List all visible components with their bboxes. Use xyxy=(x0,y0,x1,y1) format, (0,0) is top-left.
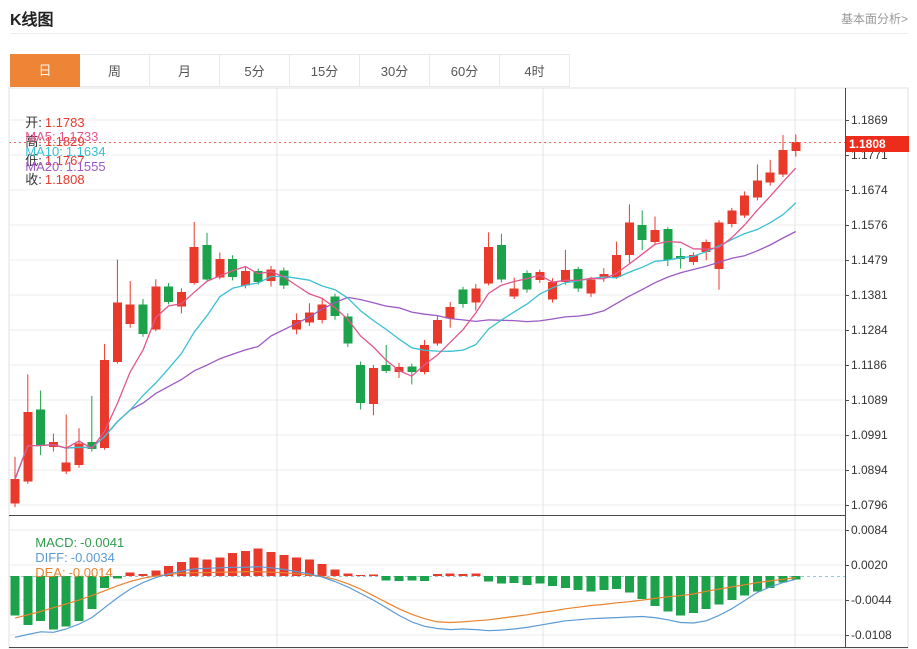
tab-日[interactable]: 日 xyxy=(10,54,80,87)
price-axis-label: 1.1381 xyxy=(851,288,888,302)
tab-60分[interactable]: 60分 xyxy=(430,54,500,87)
price-axis-label: 1.1284 xyxy=(851,323,888,337)
price-axis-label: 1.1869 xyxy=(851,113,888,127)
price-axis-label: 1.1186 xyxy=(851,358,887,372)
dea-value: -0.0014 xyxy=(68,565,113,580)
open-label: 开: xyxy=(25,115,42,130)
diff-value: -0.0034 xyxy=(70,550,115,565)
ma10-value: 1.1634 xyxy=(65,144,106,159)
ma10-label: MA10: xyxy=(25,144,63,159)
ma5-label: MA5: xyxy=(25,129,56,144)
current-price-badge: 1.1808 xyxy=(846,136,909,152)
macd-label: MACD: xyxy=(35,535,78,550)
price-axis-label: 1.1674 xyxy=(851,183,888,197)
ma-info-row: MA5: 1.1733 MA10: 1.1634 MA20: 1.1555 xyxy=(18,114,123,174)
price-axis-label: 1.0796 xyxy=(851,498,888,512)
tab-15分[interactable]: 15分 xyxy=(290,54,360,87)
interval-tabs: 日周月 5分 15分 30分 60分 4时 xyxy=(10,54,570,87)
close-label: 收: xyxy=(25,172,42,187)
ohlc-info-row: 开: 1.1783 高: 1.1829 低: 1.1767 收: 1.1808 xyxy=(18,97,102,188)
macd-value: -0.0041 xyxy=(80,535,125,550)
macd-info-row: MACD: -0.0041 DIFF: -0.0034 DEA: -0.0014 xyxy=(28,520,141,580)
tab-30分[interactable]: 30分 xyxy=(360,54,430,87)
low-label: 低: xyxy=(25,153,42,168)
ma20-label: MA20: xyxy=(25,159,63,174)
low-value: 1.1767 xyxy=(44,153,85,168)
price-axis-label: 1.0991 xyxy=(851,428,888,442)
macd-axis-label: -0.0044 xyxy=(851,593,892,607)
tab-周[interactable]: 周 xyxy=(80,54,150,87)
diff-label: DIFF: xyxy=(35,550,68,565)
price-axis-label: 1.1576 xyxy=(851,218,888,232)
price-axis-label: 1.1089 xyxy=(851,393,888,407)
close-value: 1.1808 xyxy=(44,172,85,187)
ma5-value: 1.1733 xyxy=(58,129,99,144)
ma20-value: 1.1555 xyxy=(65,159,106,174)
open-value: 1.1783 xyxy=(44,115,85,130)
fundamental-analysis-link[interactable]: 基本面分析> xyxy=(840,12,908,26)
macd-axis-label: 0.0020 xyxy=(851,558,888,572)
dea-label: DEA: xyxy=(35,565,66,580)
tab-4时[interactable]: 4时 xyxy=(500,54,570,87)
macd-axis-label: 0.0084 xyxy=(851,523,888,537)
tab-月[interactable]: 月 xyxy=(150,54,220,87)
price-axis-label: 1.1479 xyxy=(851,253,888,267)
page-title: K线图 xyxy=(10,12,54,29)
high-value: 1.1829 xyxy=(44,134,85,149)
price-axis-label: 1.0894 xyxy=(851,463,888,477)
tab-5分[interactable]: 5分 xyxy=(220,54,290,87)
header-divider xyxy=(10,33,908,34)
high-label: 高: xyxy=(25,134,42,149)
macd-axis-label: -0.0108 xyxy=(851,628,892,642)
